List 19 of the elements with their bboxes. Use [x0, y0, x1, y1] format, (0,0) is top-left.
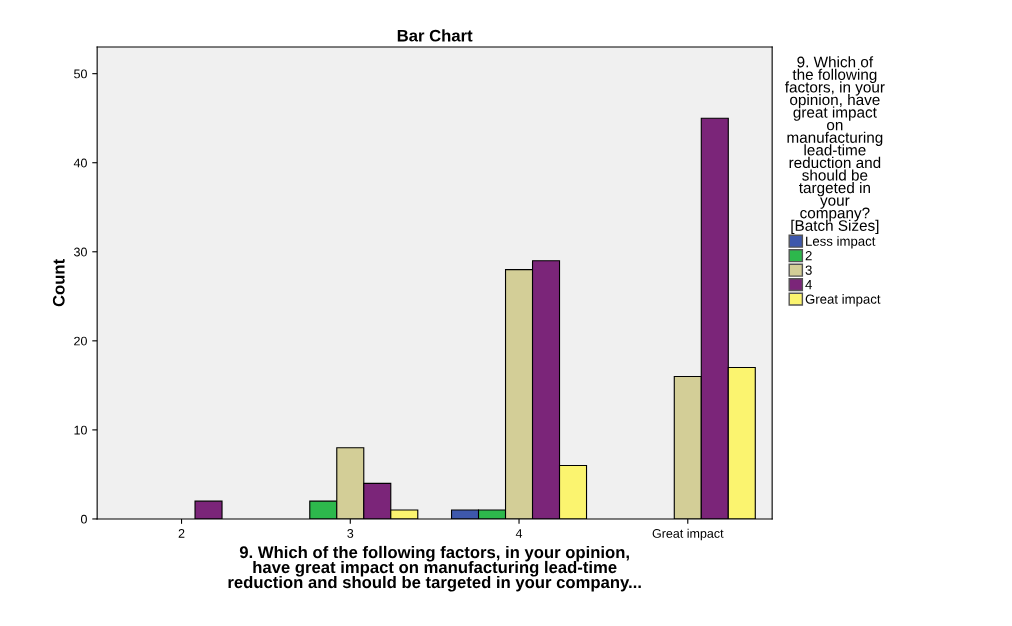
- x-tick-label: 4: [515, 529, 523, 538]
- legend-label: 3: [805, 265, 812, 275]
- y-tick-label: 40: [73, 158, 87, 168]
- y-axis-title: Count: [52, 259, 65, 307]
- text: 9. Which of the following factors, in your opinion, have great impact on manufacturing lead-time reduction and should be targeted in your company? [Batch Sizes]: [784, 56, 885, 234]
- x-tick-label: 2: [178, 529, 185, 538]
- y-tick-label: 30: [74, 247, 87, 257]
- y-tick-label: 20: [74, 336, 87, 346]
- legend-label: Less impact: [806, 236, 876, 249]
- y-tick-label: 50: [74, 69, 87, 79]
- x-tick-label: 3: [347, 529, 354, 538]
- x-axis-title: 9. Which of the following factors, in your opinion, have great impact on manufacturing lead-time reduction and should be targeted in your company...: [228, 545, 641, 592]
- chart-title: Bar Chart: [397, 29, 473, 42]
- legend-label: Great impact: [805, 294, 881, 307]
- legend-label: 4: [805, 280, 812, 290]
- y-tick-label: 0: [80, 514, 87, 524]
- y-tick-label: 10: [74, 425, 87, 435]
- x-tick-label: Great impact: [652, 528, 724, 541]
- legend-label: 2: [805, 250, 812, 261]
